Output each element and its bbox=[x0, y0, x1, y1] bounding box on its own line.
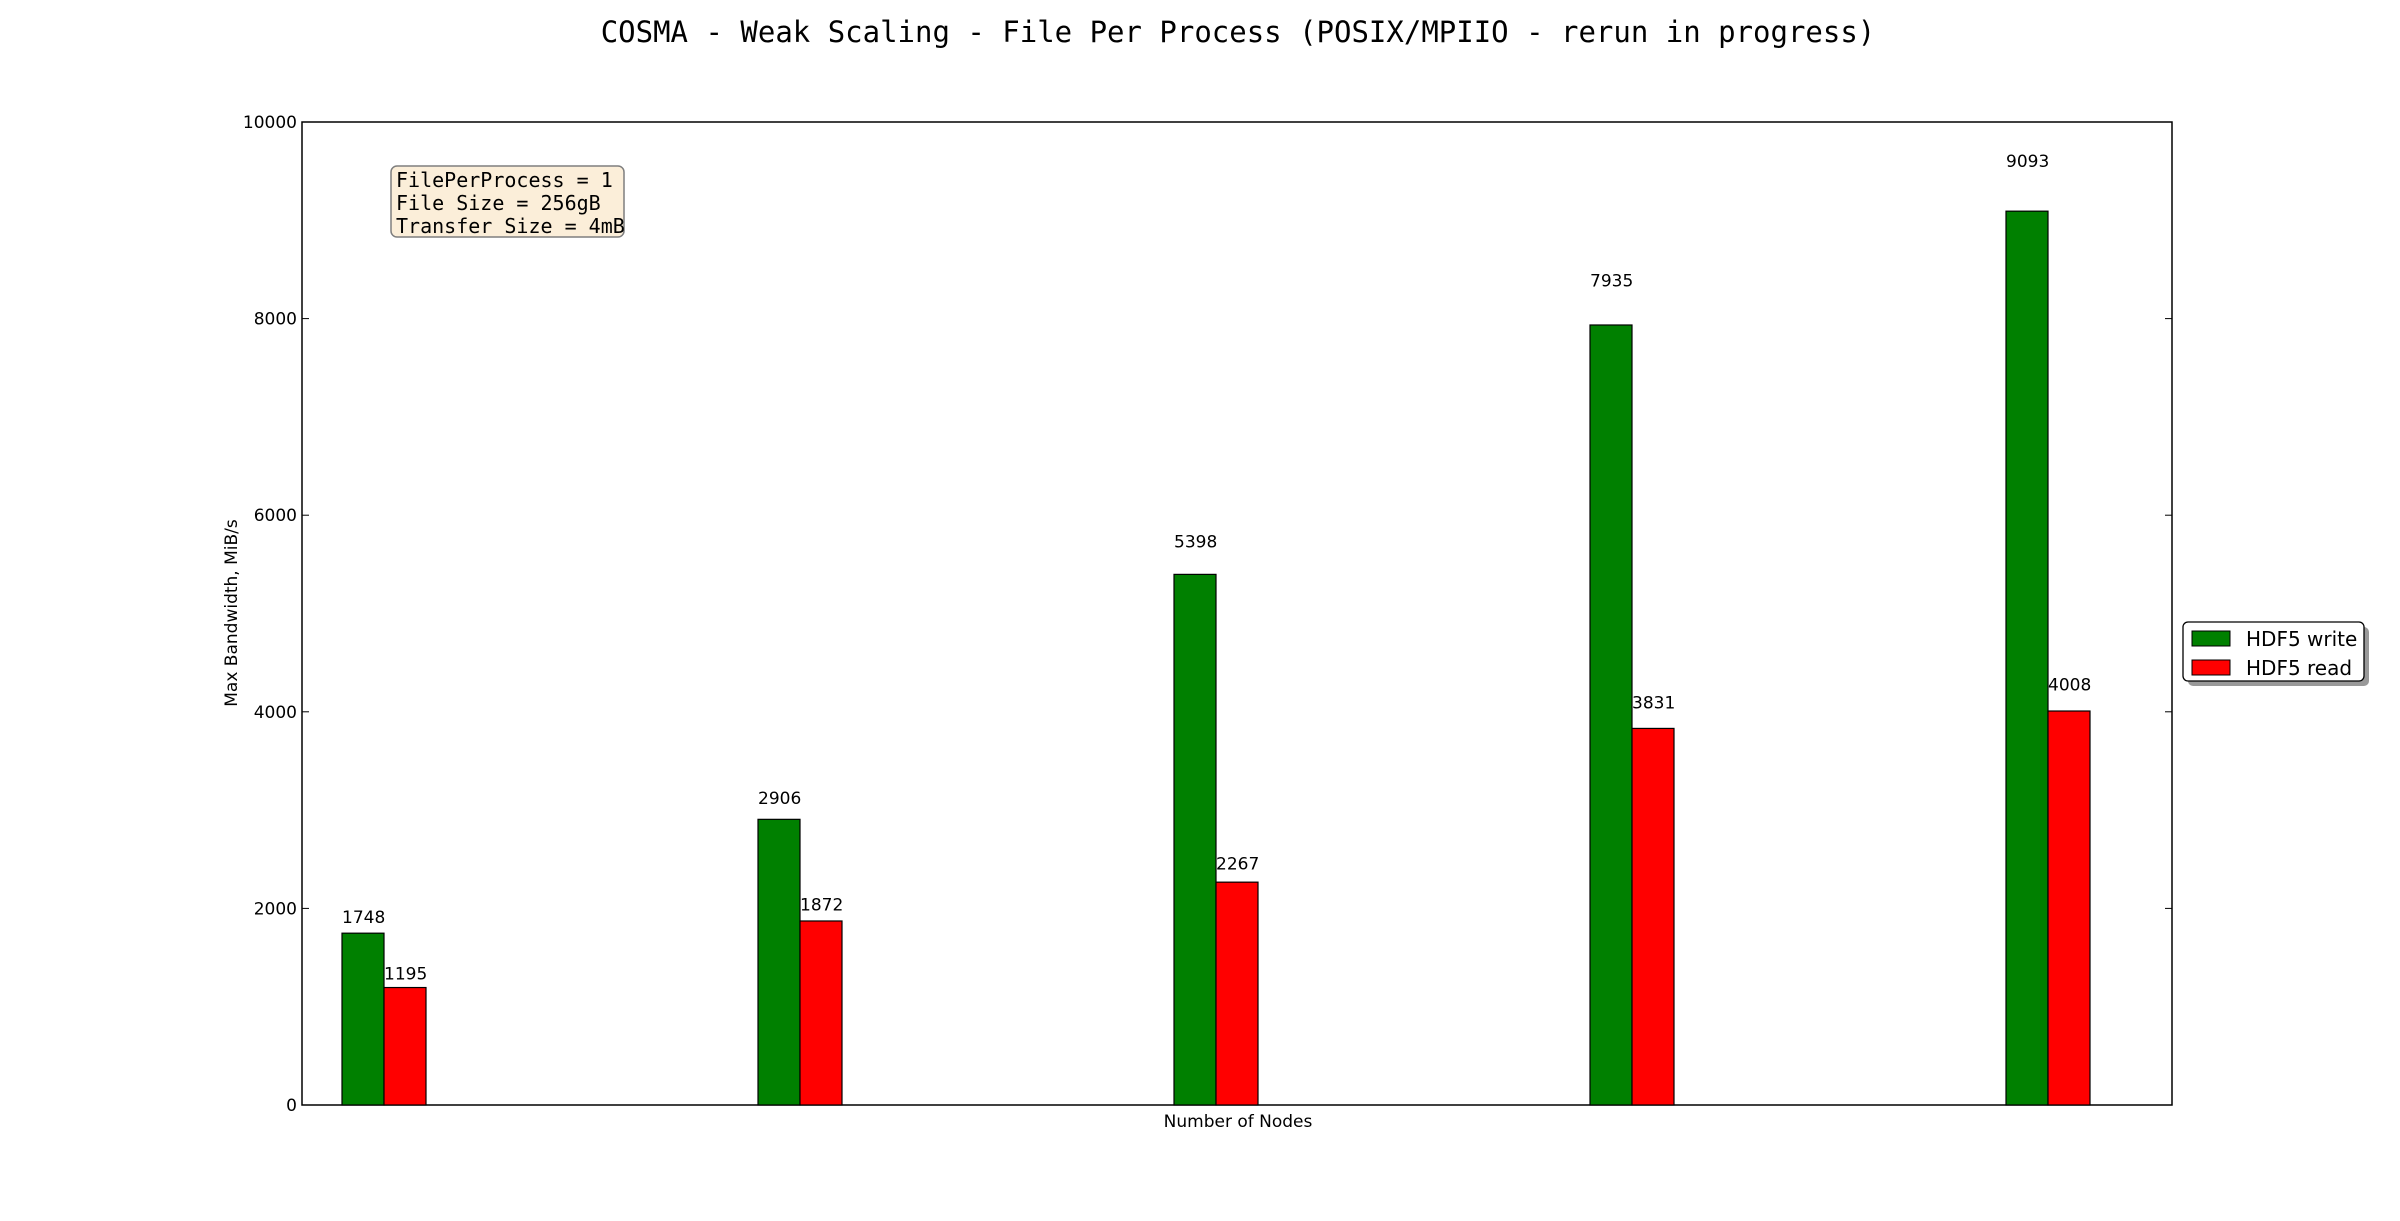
y-axis-label: Max Bandwidth, MiB/s bbox=[222, 519, 242, 707]
annotation-line: File Size = 256gB bbox=[396, 191, 601, 215]
data-label: 5398 bbox=[1174, 532, 1217, 552]
annotation-line: FilePerProcess = 1 bbox=[396, 168, 613, 192]
bar-hdf5-read bbox=[1215, 881, 1259, 1106]
data-label: 1195 bbox=[384, 965, 427, 985]
annotation-line: Transfer Size = 4mB bbox=[396, 214, 625, 238]
data-label: 3831 bbox=[1632, 694, 1675, 714]
bar-hdf5-write bbox=[757, 818, 801, 1106]
y-tick-label: 6000 bbox=[254, 506, 297, 526]
annotation-background bbox=[390, 165, 625, 238]
y-tick-label: 8000 bbox=[254, 310, 297, 330]
y-tick-label: 10000 bbox=[243, 113, 297, 133]
bar-hdf5-read bbox=[2047, 710, 2091, 1106]
data-label: 1872 bbox=[800, 895, 843, 915]
data-label: 1748 bbox=[342, 908, 385, 928]
data-label: 2906 bbox=[758, 789, 801, 809]
legend-swatch-write bbox=[2191, 630, 2231, 647]
legend-swatch-read bbox=[2191, 659, 2231, 676]
bar-hdf5-write bbox=[341, 932, 385, 1106]
data-label: 9093 bbox=[2006, 152, 2049, 172]
bar-hdf5-read bbox=[799, 920, 843, 1106]
bar-hdf5-write bbox=[1589, 324, 1633, 1106]
data-label: 7935 bbox=[1590, 271, 1633, 291]
data-labels: 1748 1195 2906 1872 5398 2267 7935 3831 9093 4008 bbox=[342, 152, 2091, 984]
bars bbox=[341, 210, 2091, 1106]
x-axis-label: Number of Nodes bbox=[1164, 1112, 1313, 1132]
legend-label-write: HDF5 write bbox=[2246, 627, 2357, 651]
data-label: 4008 bbox=[2048, 675, 2091, 695]
legend-label-read: HDF5 read bbox=[2246, 656, 2352, 680]
chart-title: COSMA - Weak Scaling - File Per Process … bbox=[601, 15, 1876, 49]
y-axis-ticks: 0 2000 4000 6000 8000 10000 bbox=[243, 113, 2172, 1116]
bar-hdf5-read bbox=[383, 986, 427, 1106]
bar-hdf5-write bbox=[1173, 573, 1217, 1106]
bar-hdf5-read bbox=[1631, 727, 1675, 1106]
annotation-box: FilePerProcess = 1 File Size = 256gB Tra… bbox=[390, 165, 625, 238]
data-label: 2267 bbox=[1216, 855, 1259, 875]
legend: HDF5 write HDF5 read bbox=[2182, 621, 2369, 686]
y-tick-label: 4000 bbox=[254, 703, 297, 723]
bar-hdf5-write bbox=[2005, 210, 2049, 1106]
y-tick-label: 2000 bbox=[254, 899, 297, 919]
y-tick-label: 0 bbox=[286, 1096, 297, 1116]
